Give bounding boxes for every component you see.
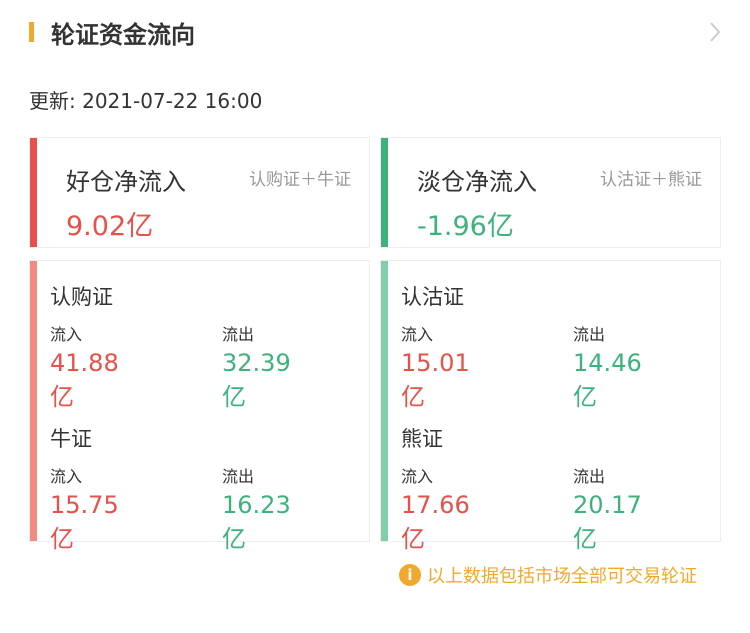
section-header: 轮证资金流向 (29, 16, 195, 49)
page-title: 轮证资金流向 (51, 20, 195, 49)
call-warrant-section: 认购证 流入 41.88亿 流出 32.39亿 (50, 281, 291, 411)
outflow-label: 流出 (222, 467, 255, 486)
outflow-value: 20.17亿 (573, 491, 642, 553)
inflow-label: 流入 (50, 467, 83, 486)
inflow-label: 流入 (401, 325, 434, 344)
section-title: 认沽证 (401, 285, 464, 309)
inflow-label: 流入 (50, 325, 83, 344)
accent-bar (29, 22, 34, 42)
inflow-value: 15.75亿 (50, 491, 119, 553)
update-time: 更新: 2021-07-22 16:00 (29, 89, 263, 113)
outflow-value: 32.39亿 (222, 349, 291, 411)
outflow-label: 流出 (573, 325, 606, 344)
bear-subtitle: 认沽证＋熊证 (600, 170, 702, 190)
bear-cbbc-section: 熊证 流入 17.66亿 流出 20.17亿 (401, 423, 642, 553)
outflow-label: 流出 (222, 325, 255, 344)
inflow-value: 15.01亿 (401, 349, 470, 411)
bull-value: 9.02亿 (66, 211, 154, 242)
card-accent (381, 261, 388, 541)
inflow-label: 流入 (401, 467, 434, 486)
inflow-value: 17.66亿 (401, 491, 470, 553)
outflow-value: 16.23亿 (222, 491, 291, 553)
footnote: i 以上数据包括市场全部可交易轮证 (399, 562, 697, 588)
card-accent (30, 261, 37, 541)
card-accent (381, 138, 388, 247)
outflow-label: 流出 (573, 467, 606, 486)
bull-cbbc-section: 牛证 流入 15.75亿 流出 16.23亿 (50, 423, 291, 553)
section-title: 熊证 (401, 427, 443, 451)
bull-net-inflow-card[interactable]: 好仓净流入 认购证＋牛证 9.02亿 (29, 137, 370, 248)
chevron-right-icon[interactable] (708, 20, 722, 44)
section-title: 牛证 (50, 427, 92, 451)
bear-value: -1.96亿 (417, 211, 514, 242)
footnote-text: 以上数据包括市场全部可交易轮证 (427, 566, 697, 587)
bear-detail-card: 认沽证 流入 15.01亿 流出 14.46亿 熊证 流入 17.66亿 流出 20.1… (380, 260, 721, 553)
bull-subtitle: 认购证＋牛证 (249, 170, 351, 190)
bear-title: 淡仓净流入 (417, 168, 537, 196)
put-warrant-section: 认沽证 流入 15.01亿 流出 14.46亿 (401, 281, 642, 411)
bear-net-inflow-card[interactable]: 淡仓净流入 认沽证＋熊证 -1.96亿 (380, 137, 721, 248)
info-icon: i (399, 564, 421, 586)
card-accent (30, 138, 37, 247)
outflow-value: 14.46亿 (573, 349, 642, 411)
section-title: 认购证 (50, 285, 113, 309)
bull-detail-card: 认购证 流入 41.88亿 流出 32.39亿 牛证 流入 15.75亿 流出 16.2… (29, 260, 370, 553)
bull-title: 好仓净流入 (66, 168, 186, 196)
inflow-value: 41.88亿 (50, 349, 119, 411)
